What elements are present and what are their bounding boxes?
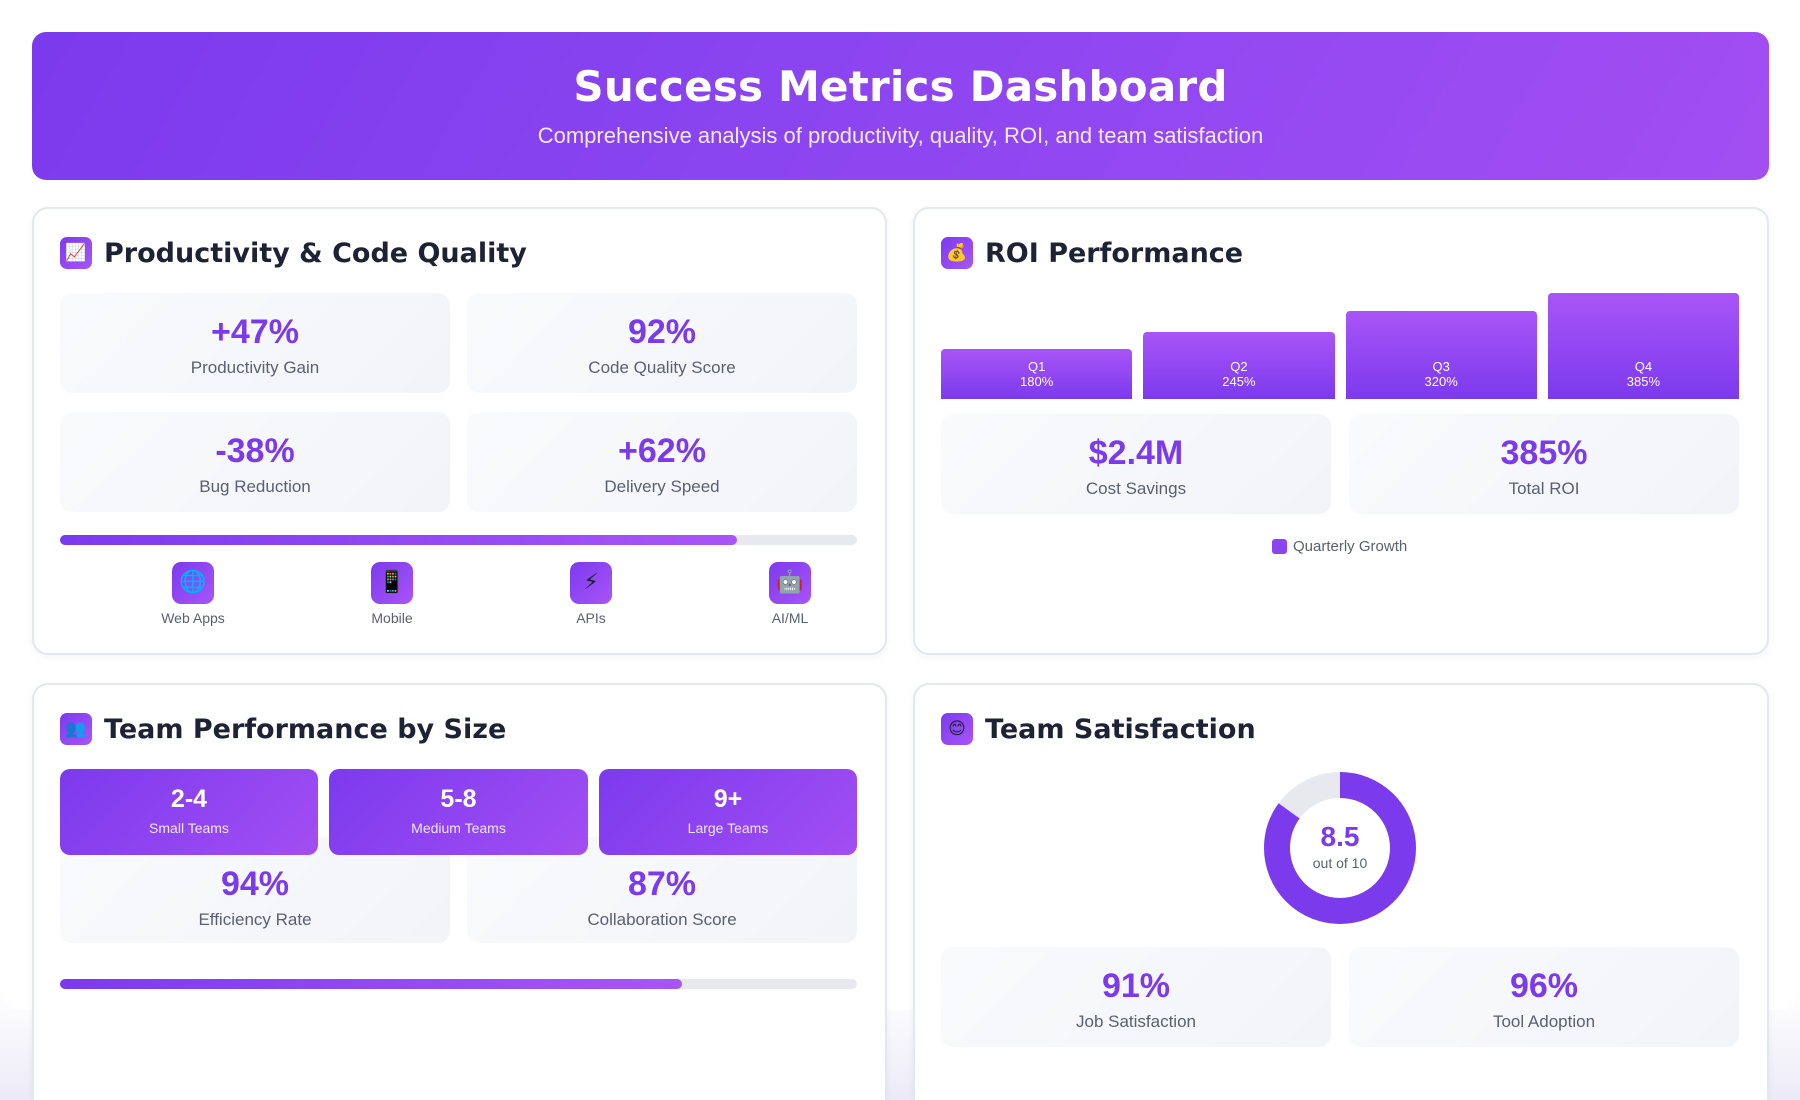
productivity-card: 📈 Productivity & Code Quality +47% Produ… [32,207,887,655]
team-size-medium: 5-8 Medium Teams [329,769,588,855]
metric-value: 91% [1101,967,1171,1005]
metric-total-roi: 385% Total ROI [1349,414,1739,514]
team-size-large: 9+ Large Teams [599,769,857,855]
bar-category-label: Q3 [1432,359,1450,374]
legend-swatch [1272,539,1287,554]
bar-value-label: 245% [1222,374,1256,389]
bar-value-label: 320% [1424,374,1458,389]
metric-cost-savings: $2.4M Cost Savings [941,414,1331,514]
people-icon: 👥 [60,713,92,745]
page-title: Success Metrics Dashboard [573,62,1228,111]
roi-card: 💰 ROI Performance Q1 180% Q2 245% Q3 320% Q4 38… [913,207,1769,655]
bar-value-label: 180% [1020,374,1054,389]
metric-code-quality-score: 92% Code Quality Score [467,293,857,393]
legend-label: Quarterly Growth [1293,538,1408,555]
metric-label: Job Satisfaction [1075,1012,1196,1031]
lightning-icon: ⚡ [570,562,612,604]
team-size-value: 5-8 [440,785,477,813]
globe-icon: 🌐 [172,562,214,604]
bar-q2: Q2 245% [1143,331,1335,399]
platform-label: APIs [576,610,606,626]
team-size-label: Large Teams [687,820,769,836]
bar-category-label: Q2 [1230,359,1248,374]
metric-job-satisfaction: 91% Job Satisfaction [941,947,1331,1047]
platform-mobile: 📱 Mobile [332,562,452,626]
metric-value: 87% [627,865,697,903]
roi-card-title: 💰 ROI Performance [941,237,1243,269]
metric-value: 94% [220,865,290,903]
productivity-progress-bar [60,535,857,545]
satisfaction-card: 😊 Team Satisfaction 8.5 out of 10 91% Jo… [913,683,1769,1100]
roi-bar-chart: Q1 180% Q2 245% Q3 320% Q4 385% [941,293,1739,399]
metric-value: 92% [627,313,697,351]
metric-bug-reduction: -38% Bug Reduction [60,412,450,512]
smiling-face-icon: 😊 [941,713,973,745]
metric-label: Bug Reduction [199,477,311,496]
chart-legend: Quarterly Growth [1272,538,1407,555]
metric-value: +47% [211,313,299,351]
chart-increasing-icon: 📈 [60,237,92,269]
satisfaction-title-text: Team Satisfaction [985,713,1256,745]
bar-category-label: Q4 [1634,359,1653,374]
donut-center: 8.5 out of 10 [1280,821,1400,871]
metric-value: $2.4M [1088,434,1184,472]
bar-category-label: Q1 [1027,359,1046,374]
metric-label: Code Quality Score [588,358,736,377]
platform-apis: ⚡ APIs [531,562,651,626]
bar-q3: Q3 320% [1345,310,1537,399]
donut-score-arc [1264,772,1416,924]
bar-q4: Q4 385% [1547,293,1739,399]
metric-label: Delivery Speed [604,477,720,496]
bar-value-label: 385% [1626,374,1660,389]
productivity-title-text: Productivity & Code Quality [104,237,527,269]
metric-value: 385% [1500,434,1588,472]
metric-label: Tool Adoption [1492,1012,1596,1031]
team-size-progress-bar [60,979,857,989]
team-size-small: 2-4 Small Teams [60,769,318,855]
robot-icon: 🤖 [769,562,811,604]
team-size-card: 👥 Team Performance by Size 94% Efficienc… [32,683,887,1100]
satisfaction-card-title: 😊 Team Satisfaction [941,713,1256,745]
metric-productivity-gain: +47% Productivity Gain [60,293,450,393]
team-size-card-title: 👥 Team Performance by Size [60,713,506,745]
satisfaction-donut [1264,772,1416,924]
team-size-progress-fill [60,979,682,989]
metric-value: 96% [1509,967,1579,1005]
metric-tool-adoption: 96% Tool Adoption [1349,947,1739,1047]
platform-label: AI/ML [771,610,809,626]
team-size-label: Small Teams [149,820,229,836]
dashboard-header: Success Metrics Dashboard Comprehensive … [32,32,1769,180]
team-size-label: Medium Teams [411,820,506,836]
platform-label: Mobile [371,610,413,626]
satisfaction-score-caption: out of 10 [1312,855,1368,871]
roi-title-text: ROI Performance [985,237,1244,269]
mobile-phone-icon: 📱 [371,562,413,604]
metric-label: Efficiency Rate [198,910,312,929]
metric-value: -38% [215,432,295,470]
metric-label: Productivity Gain [190,358,320,377]
platform-ai-ml: 🤖 AI/ML [730,562,850,626]
money-bag-icon: 💰 [941,237,973,269]
satisfaction-score: 8.5 [1320,821,1360,852]
productivity-card-title: 📈 Productivity & Code Quality [60,237,527,269]
team-size-value: 9+ [713,785,743,813]
bar-q1: Q1 180% [941,349,1133,399]
metric-delivery-speed: +62% Delivery Speed [467,412,857,512]
metric-value: +62% [618,432,706,470]
page-subtitle: Comprehensive analysis of productivity, … [537,123,1264,148]
productivity-progress-fill [60,535,738,545]
team-size-title-text: Team Performance by Size [104,713,507,745]
metric-label: Total ROI [1508,479,1580,498]
platform-label: Web Apps [161,610,225,626]
metric-label: Collaboration Score [587,910,737,929]
metric-label: Cost Savings [1085,479,1187,498]
platform-web-apps: 🌐 Web Apps [133,562,253,626]
team-size-value: 2-4 [170,785,208,813]
